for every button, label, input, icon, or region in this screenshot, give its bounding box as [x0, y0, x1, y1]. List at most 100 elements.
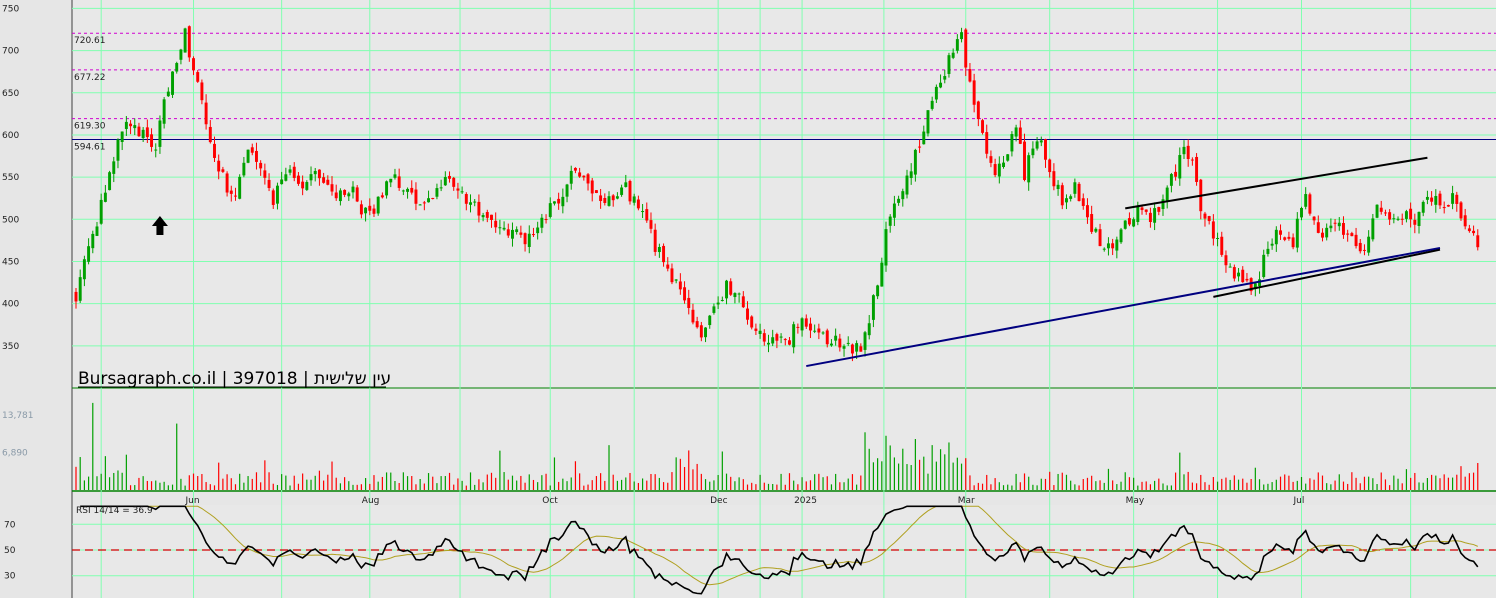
candle-body — [733, 293, 737, 298]
level-label: 677.22 — [74, 73, 106, 83]
candle-body — [133, 125, 137, 129]
candle-body — [1211, 221, 1215, 239]
candle-body — [254, 150, 258, 162]
candle-body — [1039, 140, 1043, 143]
candle-body — [1098, 229, 1102, 247]
candle-body — [611, 195, 615, 201]
candle-body — [103, 192, 107, 202]
candle-body — [469, 202, 472, 205]
candle-body — [141, 129, 145, 139]
candle-body — [1127, 218, 1131, 225]
candle-body — [460, 191, 464, 193]
candle-body — [859, 346, 863, 352]
candle-body — [636, 199, 640, 209]
candle-body — [288, 169, 292, 173]
candle-body — [431, 197, 435, 199]
level-layer: 720.61 677.22 619.30 594.61 — [72, 32, 1496, 153]
candle-body — [825, 330, 829, 345]
candle-body — [897, 198, 901, 203]
candle-body — [1044, 139, 1047, 160]
candle-body — [1249, 278, 1253, 292]
candle-body — [754, 328, 758, 331]
candle-body — [204, 102, 208, 125]
candle-body — [208, 126, 212, 143]
candle-body — [1333, 222, 1337, 224]
candle-body — [1476, 235, 1480, 248]
candle-body — [1245, 278, 1249, 281]
candle-body — [1383, 212, 1387, 214]
candle-body — [175, 63, 179, 72]
candle-body — [1417, 211, 1421, 227]
candle-body — [1136, 205, 1140, 222]
candle-body — [1295, 218, 1299, 248]
candle-body — [137, 126, 141, 137]
candle-body — [829, 343, 833, 346]
candle-body — [758, 330, 762, 334]
trendline — [1213, 248, 1441, 298]
candle-body — [296, 175, 300, 184]
candle-body — [1207, 216, 1211, 222]
rsi-label: RSI 14/14 = 36.9 — [76, 506, 153, 516]
candle-body — [1085, 205, 1089, 218]
candle-body — [569, 170, 573, 184]
price-tick-label: 450 — [2, 257, 19, 267]
candle-body — [393, 174, 397, 178]
candle-body — [1060, 185, 1064, 206]
candle-body — [1106, 243, 1110, 249]
candle-body — [624, 182, 628, 187]
candle-body — [1312, 216, 1316, 221]
candle-body — [662, 245, 666, 263]
candle-body — [976, 101, 980, 120]
candle-body — [678, 281, 682, 290]
candle-body — [1203, 213, 1207, 219]
candle-body — [531, 234, 535, 236]
month-tick-label: Aug — [362, 496, 380, 506]
candle-body — [947, 55, 951, 74]
candle-body — [1279, 230, 1282, 235]
candle-body — [217, 160, 221, 172]
candle-body — [271, 190, 275, 205]
candle-body — [1077, 183, 1081, 202]
candle-body — [779, 336, 783, 338]
candle-body — [213, 143, 216, 158]
candle-body — [1329, 225, 1333, 229]
candle-body — [1111, 243, 1115, 249]
candle-body — [145, 127, 149, 138]
candle-body — [1169, 174, 1173, 186]
candle-body — [490, 214, 493, 220]
candle-body — [649, 220, 653, 229]
candle-body — [1014, 127, 1018, 137]
candle-body — [1425, 196, 1429, 200]
candle-body — [389, 178, 393, 183]
candle-body — [1258, 279, 1262, 287]
candle-body — [234, 195, 237, 197]
candle-body — [783, 339, 787, 341]
candle-body — [372, 208, 376, 214]
candle-body — [557, 198, 561, 204]
candle-body — [1430, 197, 1434, 202]
candle-body — [842, 346, 846, 349]
candle-body — [1463, 215, 1467, 227]
candle-body — [221, 169, 225, 172]
candle-body — [670, 268, 674, 283]
price-panel — [72, 0, 1496, 388]
candle-body — [1451, 193, 1455, 204]
candle-body — [305, 182, 309, 190]
candle-body — [74, 291, 78, 302]
candle-body — [1287, 236, 1291, 239]
candle-body — [1270, 243, 1274, 246]
price-tick-label: 500 — [2, 215, 19, 225]
month-tick-label: Dec — [710, 496, 727, 506]
candle-body — [242, 162, 246, 176]
candle-body — [284, 174, 288, 181]
candle-body — [934, 86, 938, 100]
candle-body — [91, 233, 95, 249]
candle-body — [594, 190, 598, 193]
candle-body — [443, 177, 447, 186]
candle-body — [519, 232, 523, 235]
candle-body — [905, 175, 909, 195]
candle-body — [112, 161, 116, 174]
candle-body — [1094, 228, 1098, 232]
candle-body — [1337, 222, 1341, 227]
candle-body — [259, 162, 263, 169]
